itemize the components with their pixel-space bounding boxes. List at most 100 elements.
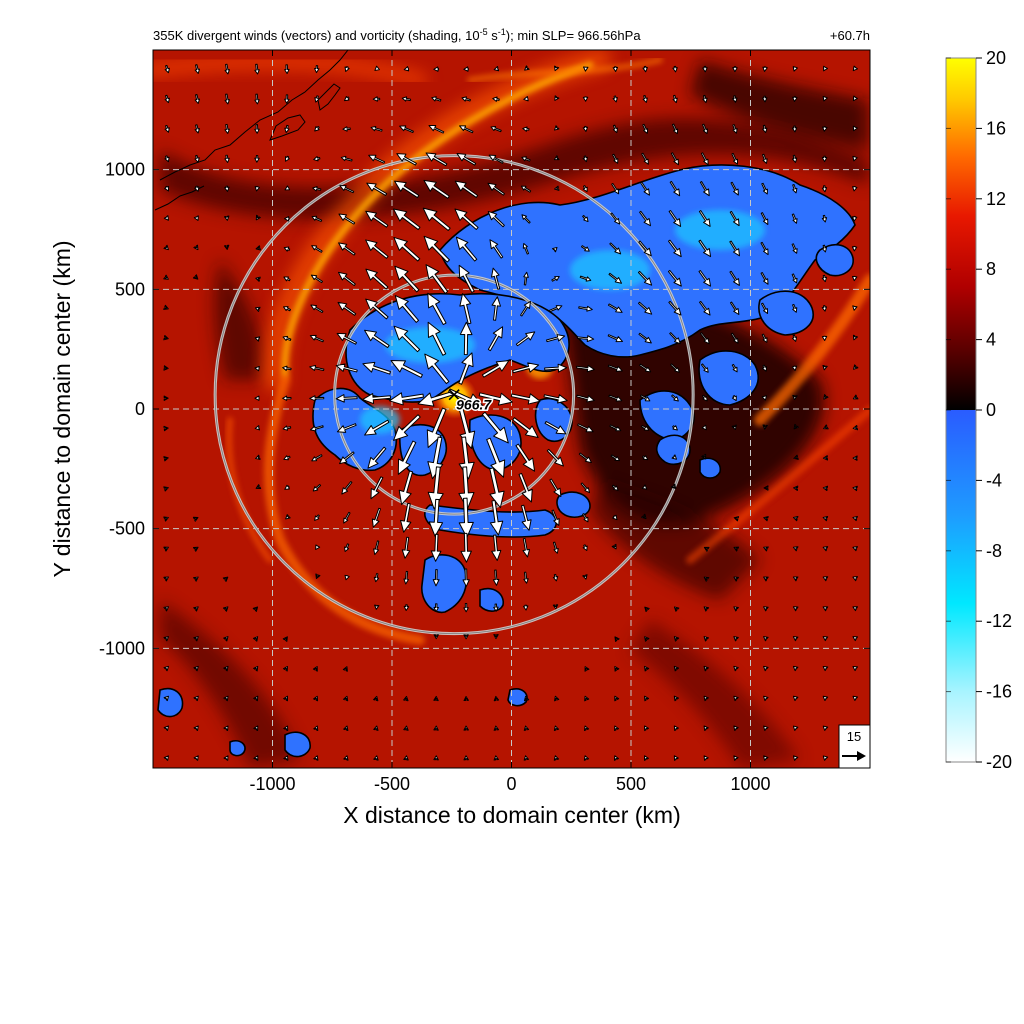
wind-vector-arrow [703,665,709,672]
wind-vector [337,301,357,316]
wind-vector-arrow [163,456,169,462]
wind-vector [733,695,739,702]
wind-vector-arrow [428,498,444,537]
wind-vector-arrow [458,352,474,385]
wind-vector-arrow [852,546,858,552]
wind-vector [702,65,708,73]
wind-vector-arrow [792,725,799,731]
wind-vector [733,606,739,612]
wind-vector-arrow [729,301,740,315]
wind-vector-arrow [581,245,590,252]
wind-vector-arrow [763,606,769,612]
wind-vector-arrow [193,755,199,761]
wind-vector [283,695,289,702]
wind-vector-arrow [612,95,618,103]
wind-vector-arrow [761,333,768,343]
wind-vector-arrow [552,573,559,582]
wind-vector-arrow [313,695,319,702]
wind-vector-arrow [642,455,649,461]
wind-vector-arrow [312,666,318,672]
x-tick-label: 500 [616,774,646,794]
wind-vector [163,365,169,371]
wind-vector [481,411,509,444]
wind-vector-arrow [370,476,384,500]
wind-vector [425,152,448,167]
wind-vector [193,665,199,672]
wind-vector-arrow [673,725,679,732]
wind-vector [489,499,504,536]
wind-vector-arrow [463,755,469,761]
wind-vector-arrow [401,96,412,102]
wind-vector [342,666,348,672]
wind-vector-arrow [461,96,471,102]
wind-vector [761,395,767,401]
wind-vector-arrow [852,186,858,192]
wind-vector-arrow [163,636,169,642]
storm-center-marker: 966.7 [448,389,494,414]
forecast-hour: +60.7h [830,28,870,43]
wind-vector-arrow [582,214,589,223]
wind-vector-arrow [284,94,290,104]
wind-vector-arrow [669,180,681,197]
wind-vector-arrow [792,66,798,72]
wind-vector-arrow [522,126,530,132]
wind-vector [668,300,682,316]
wind-vector [253,725,259,732]
wind-vector [399,125,414,134]
wind-vector [193,244,199,251]
wind-vector-arrow [313,156,321,162]
wind-vector-arrow [791,273,798,284]
wind-vector-arrow [344,66,350,72]
wind-vector-arrow [487,182,505,196]
wind-vector-arrow [521,214,531,224]
wind-vector-arrow [762,124,768,134]
wind-vector-arrow [607,303,623,313]
wind-vector [822,636,829,642]
wind-vector [703,695,709,702]
wind-vector-arrow [463,602,469,613]
wind-vector-arrow [309,334,324,343]
wind-vector-arrow [394,265,420,293]
wind-vector [523,571,529,584]
wind-vector [822,126,828,132]
wind-vector [488,154,504,164]
wind-vector [639,394,651,402]
wind-vector-arrow [342,126,351,132]
wind-vector [852,186,858,192]
wind-vector-arrow [763,725,769,731]
wind-vector [673,665,680,672]
wind-vector-arrow [607,334,623,343]
wind-vector [393,208,421,231]
wind-vector-arrow [403,604,410,612]
wind-vector-arrow [253,695,259,702]
wind-vector [576,335,595,342]
wind-vector-arrow [553,755,560,761]
wind-vector-arrow [455,236,478,262]
wind-vector-arrow [253,665,259,672]
wind-vector [283,246,291,252]
wind-vector [336,423,357,433]
wind-vector-arrow [493,755,499,761]
colorbar-tick-label: -20 [986,752,1012,772]
wind-vector [763,576,769,582]
wind-vector [335,394,358,403]
wind-vector [579,275,592,282]
wind-vector [763,546,769,552]
wind-vector [852,576,858,582]
wind-vector [311,215,323,222]
wind-vector-arrow [732,66,738,73]
wind-vector [253,695,259,702]
wind-vector-arrow [397,440,417,475]
wind-vector [554,695,560,702]
wind-vector [388,392,424,406]
wind-vector-arrow [433,695,439,702]
wind-vector-arrow [427,292,447,326]
wind-vector [732,124,738,134]
wind-vector [733,725,739,731]
wind-vector-arrow [644,665,650,672]
wind-vector-arrow [254,186,260,192]
wind-vector [761,182,768,195]
wind-vector [822,546,829,552]
wind-vector-arrow [343,511,351,524]
wind-vector-arrow [729,240,740,257]
